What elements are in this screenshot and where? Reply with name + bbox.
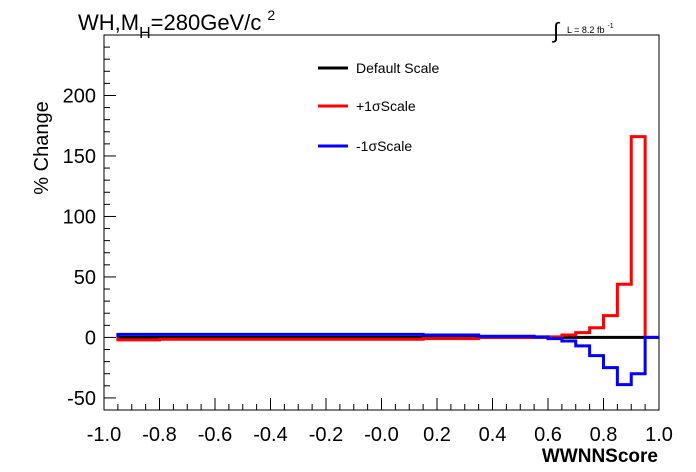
title-main: =280GeV/c: [151, 10, 262, 35]
axes-ticks: [103, 34, 660, 411]
x-tick-label: -0.2: [309, 424, 343, 446]
luminosity-superscript: -1: [607, 23, 613, 30]
y-tick-label: 50: [74, 267, 96, 289]
x-tick-label: 0.6: [534, 424, 562, 446]
legend-label-minus: -1σScale: [356, 138, 412, 154]
x-tick-label: 0.4: [479, 424, 507, 446]
x-axis-label: WWNNScore: [542, 446, 658, 467]
tick-labels: -1.0 -0.8 -0.6 -0.4 -0.2 -0.0 0.2 0.4 0.6 0.8 1.0 -…: [63, 85, 673, 446]
title-prefix: WH,M: [78, 10, 139, 35]
y-tick-label: 0: [85, 327, 96, 349]
x-tick-label: 0.8: [590, 424, 618, 446]
x-tick-label: -0.6: [198, 424, 232, 446]
x-tick-label: 0.2: [423, 424, 451, 446]
series-group: [116, 135, 659, 387]
y-tick-label: 100: [63, 206, 96, 228]
legend-label-default: Default Scale: [356, 60, 439, 76]
title-superscript: 2: [267, 7, 275, 23]
y-tick-label: -50: [67, 388, 96, 410]
legend: Default Scale +1σScale -1σScale: [318, 60, 439, 154]
x-tick-label: -0.4: [253, 424, 287, 446]
luminosity-text: L = 8.2 fb: [567, 25, 604, 35]
y-tick-label: 150: [63, 146, 96, 168]
x-tick-label: -0.8: [142, 424, 176, 446]
x-tick-label: -1.0: [87, 424, 121, 446]
y-tick-label: 200: [63, 85, 96, 107]
x-tick-label: 1.0: [645, 424, 673, 446]
y-axis-label: % Change: [31, 101, 53, 194]
title-subscript: H: [139, 25, 151, 42]
x-tick-label: -0.0: [364, 424, 398, 446]
luminosity-label: L = 8.2 fb -1: [567, 23, 614, 35]
legend-label-plus: +1σScale: [356, 98, 416, 114]
series-line-minus-one-sigma: [116, 332, 659, 387]
luminosity-symbol: ∫: [551, 18, 561, 43]
chart-title: WH,MH=280GeV/c 2: [78, 7, 275, 42]
plot-frame: [103, 34, 660, 411]
series-line-plus-one-sigma: [116, 135, 659, 342]
